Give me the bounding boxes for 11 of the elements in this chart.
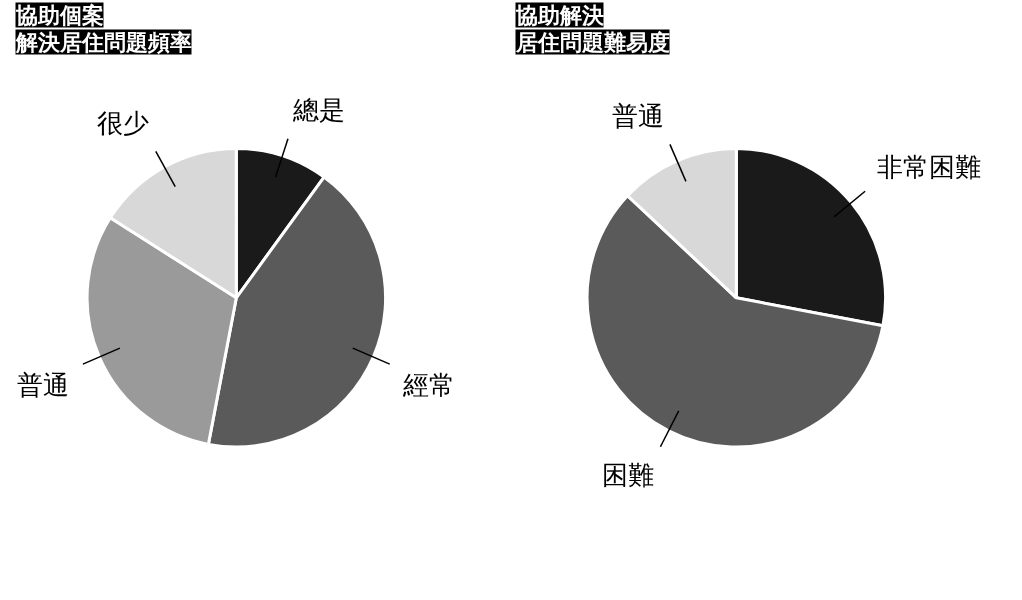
chart-title: 協助解決 <box>514 2 605 28</box>
slice-label: 經常 <box>402 370 456 401</box>
slice-label: 困難 <box>601 460 654 491</box>
slice-label: 總是 <box>291 94 345 125</box>
slice-label: 普通 <box>17 370 70 401</box>
chart-subtitle: 解決居住問題頻率 <box>14 29 192 55</box>
slice-label: 非常困難 <box>876 151 981 182</box>
chart-subtitle: 居住問題難易度 <box>514 29 670 55</box>
slice-label: 很少 <box>96 108 149 139</box>
chart-title: 協助個案 <box>14 2 104 28</box>
slice-label: 普通 <box>612 100 664 131</box>
